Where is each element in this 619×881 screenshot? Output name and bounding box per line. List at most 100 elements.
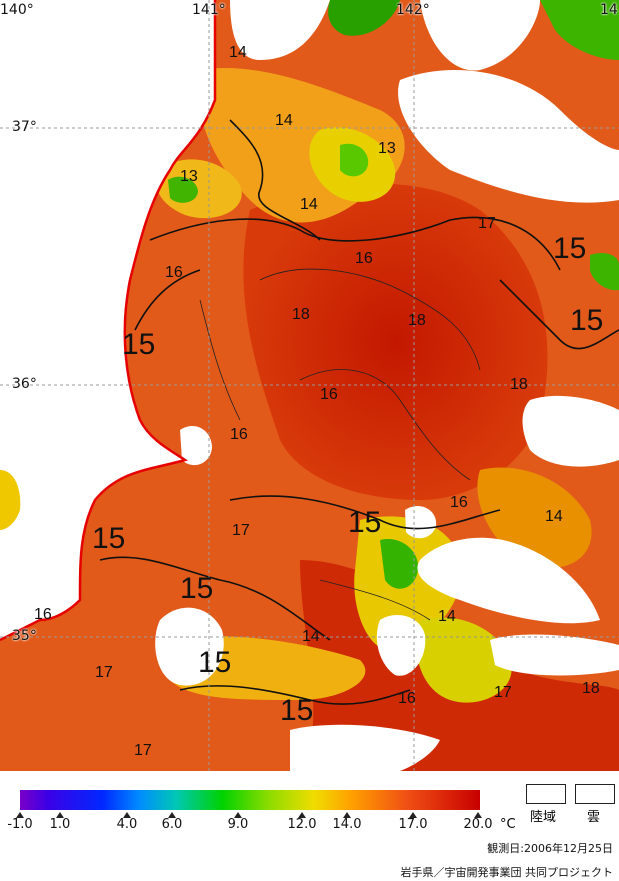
isotherm-label: 16 bbox=[320, 386, 338, 403]
cloud-east-1 bbox=[522, 395, 619, 467]
contour-line bbox=[499, 279, 619, 350]
cloud-coast bbox=[180, 426, 212, 466]
colorbar-tick bbox=[56, 812, 64, 818]
green-north-patch bbox=[340, 143, 369, 177]
cold-north-strip bbox=[328, 0, 400, 36]
east-green-bit bbox=[590, 253, 619, 291]
isotherm-contours-thin bbox=[199, 268, 481, 621]
cold-northeast-patch bbox=[540, 0, 619, 60]
colorbar-tick bbox=[16, 812, 24, 818]
isotherm-label: 15 bbox=[280, 694, 314, 727]
isotherm-label: 14 bbox=[229, 44, 247, 61]
isotherm-label: 13 bbox=[180, 168, 198, 185]
contour-line bbox=[229, 119, 321, 241]
isotherm-label: 15 bbox=[122, 328, 156, 361]
contour-line bbox=[99, 556, 331, 641]
isotherm-label: 14 bbox=[438, 608, 456, 625]
isotherm-label: 14 bbox=[275, 112, 293, 129]
cloud-north-1 bbox=[230, 0, 330, 60]
longitude-label: 140° bbox=[0, 2, 34, 18]
observation-date: 観測日:2006年12月25日 bbox=[487, 842, 613, 855]
isotherm-label: 15 bbox=[92, 522, 126, 555]
isotherm-label: 17 bbox=[232, 522, 250, 539]
isotherm-label: 14 bbox=[302, 628, 320, 645]
contour-line bbox=[299, 369, 471, 481]
land-legend-label: 陸域 bbox=[530, 810, 557, 825]
warm-core-region bbox=[243, 183, 548, 500]
isotherm-label: 18 bbox=[408, 312, 426, 329]
cloud-east-2 bbox=[417, 537, 600, 624]
isotherm-label: 17 bbox=[95, 664, 113, 681]
cool-coast-patch bbox=[156, 159, 242, 219]
isotherm-label: 13 bbox=[378, 140, 396, 157]
colorbar-tick bbox=[168, 812, 176, 818]
credit-text: 岩手県／宇宙開発事業団 共同プロジェクト bbox=[400, 866, 614, 879]
isotherm-label: 15 bbox=[348, 506, 382, 539]
land-mask-west bbox=[0, 0, 215, 640]
colorbar-tick-label: 12.0 bbox=[287, 817, 317, 832]
colorbar-tick-label: 6.0 bbox=[161, 817, 183, 832]
colorbar-tick-label: 17.0 bbox=[398, 817, 428, 832]
isotherm-label: 15 bbox=[180, 572, 214, 605]
cloud-east-3 bbox=[490, 634, 619, 676]
colorbar-tick-label: 20.0 bbox=[463, 817, 493, 832]
cloud-legend-swatch bbox=[575, 784, 615, 804]
isotherm-label: 14 bbox=[545, 508, 563, 525]
colorbar-tick-label: 4.0 bbox=[116, 817, 138, 832]
cloud-south-1 bbox=[155, 607, 224, 686]
colorbar-tick-label: 9.0 bbox=[227, 817, 249, 832]
colorbar-tick-label: -1.0 bbox=[7, 817, 33, 832]
isotherm-label: 16 bbox=[34, 606, 52, 623]
longitude-label: 142° bbox=[396, 2, 430, 18]
coast-line bbox=[0, 0, 217, 642]
colorbar-tick bbox=[234, 812, 242, 818]
colorbar-tick-label: 14.0 bbox=[332, 817, 362, 832]
cool-southeast-patch bbox=[416, 617, 512, 703]
contour-line bbox=[259, 268, 481, 371]
green-coast-patch bbox=[168, 176, 198, 203]
colorbar-tick bbox=[409, 812, 417, 818]
isotherm-label: 17 bbox=[494, 684, 512, 701]
cloud-north-2 bbox=[420, 0, 540, 71]
isotherm-label: 18 bbox=[510, 376, 528, 393]
contour-line bbox=[134, 269, 201, 331]
cloud-mid bbox=[405, 505, 437, 539]
isotherm-label: 16 bbox=[165, 264, 183, 281]
cloud-south-2 bbox=[290, 724, 440, 771]
contour-line bbox=[199, 299, 241, 421]
colorbar-tick bbox=[474, 812, 482, 818]
colorbar-tick bbox=[298, 812, 306, 818]
west-edge-patch bbox=[0, 470, 21, 530]
temperature-colorbar bbox=[20, 790, 480, 810]
contour-line bbox=[149, 216, 561, 271]
isotherm-label: 16 bbox=[450, 494, 468, 511]
latitude-label: 37° bbox=[12, 119, 37, 135]
isotherm-label: 16 bbox=[355, 250, 373, 267]
cloud-south-3 bbox=[376, 615, 426, 676]
colorbar-tick bbox=[123, 812, 131, 818]
isotherm-label: 15 bbox=[570, 304, 604, 337]
isotherm-label: 17 bbox=[478, 215, 496, 232]
green-mid-patch bbox=[380, 539, 419, 589]
temperature-unit: °C bbox=[500, 817, 516, 832]
cloud-legend-label: 雲 bbox=[587, 810, 601, 825]
contour-line bbox=[229, 495, 501, 530]
contour-line bbox=[319, 579, 431, 621]
map-canvas bbox=[0, 0, 619, 771]
cloud-northeast bbox=[398, 70, 619, 203]
isotherm-label: 18 bbox=[292, 306, 310, 323]
colorbar-tick-label: 1.0 bbox=[49, 817, 71, 832]
isotherm-label: 14 bbox=[300, 196, 318, 213]
latitude-label: 36° bbox=[12, 376, 37, 392]
contour-line bbox=[179, 685, 411, 705]
isotherm-label: 15 bbox=[553, 232, 587, 265]
graticule bbox=[0, 0, 619, 771]
isotherm-label: 18 bbox=[582, 680, 600, 697]
longitude-label: 14 bbox=[600, 2, 618, 18]
isotherm-label: 17 bbox=[134, 742, 152, 759]
isotherm-label: 15 bbox=[198, 646, 232, 679]
isotherm-label: 16 bbox=[398, 690, 416, 707]
latitude-label: 35° bbox=[12, 628, 37, 644]
longitude-label: 141° bbox=[192, 2, 226, 18]
isotherm-label: 16 bbox=[230, 426, 248, 443]
